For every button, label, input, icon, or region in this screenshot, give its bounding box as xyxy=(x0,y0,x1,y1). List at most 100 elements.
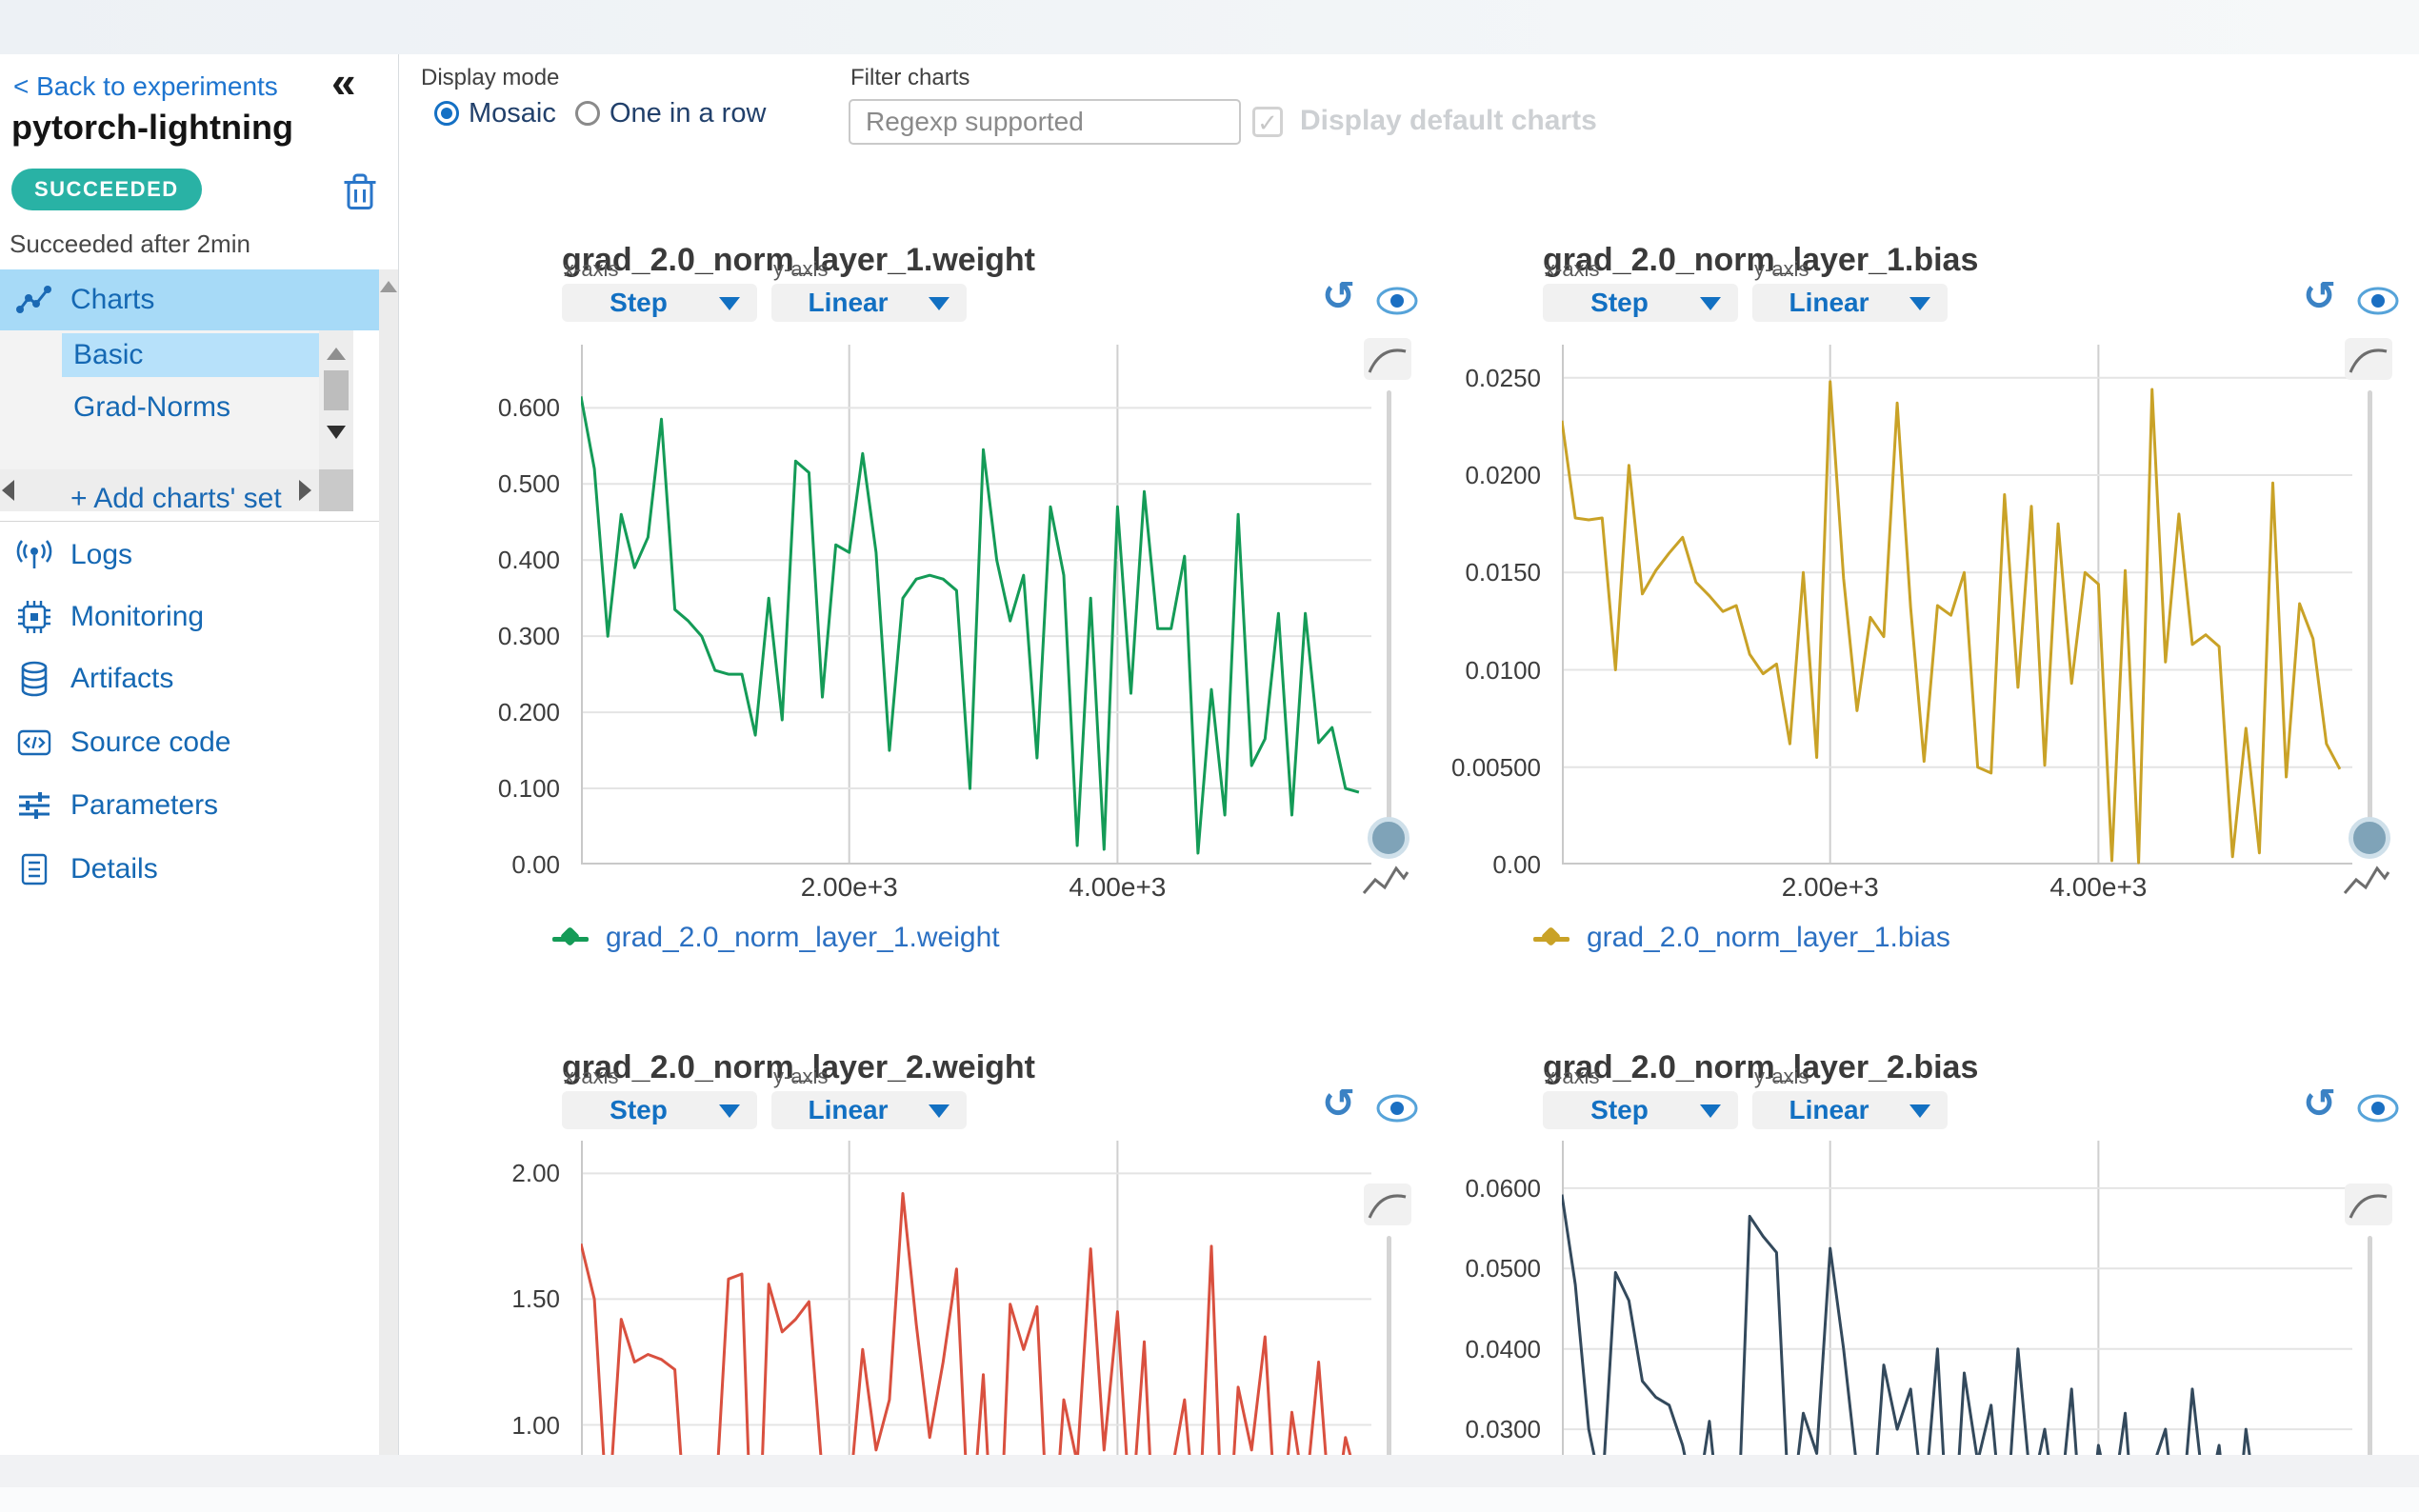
y-axis-dropdown[interactable]: Linear xyxy=(1752,1091,1948,1129)
sliders-icon xyxy=(15,786,53,825)
sidebar-scrollbar[interactable] xyxy=(379,269,398,1455)
smoothing-slider[interactable] xyxy=(2368,1236,2372,1512)
scroll-up-icon[interactable] xyxy=(327,348,346,360)
chart-plot[interactable] xyxy=(581,345,1371,865)
chevron-down-icon xyxy=(929,297,950,310)
sidebar-item-logs[interactable]: Logs xyxy=(0,528,379,584)
chevron-down-icon xyxy=(1909,1104,1930,1118)
scroll-down-icon[interactable] xyxy=(327,426,346,439)
eye-icon[interactable] xyxy=(2356,284,2400,318)
legend-label[interactable]: grad_2.0_norm_layer_1.bias xyxy=(1587,922,1950,953)
chart-plot[interactable] xyxy=(1562,345,2352,865)
reset-zoom-icon[interactable]: ↺ xyxy=(2303,273,2337,318)
sidebar-item-label: Details xyxy=(70,853,158,885)
scroll-left-icon[interactable] xyxy=(2,480,14,501)
y-axis-label: y-axis xyxy=(773,1064,829,1088)
sidebar-item-parameters[interactable]: Parameters xyxy=(0,779,379,834)
sidebar-item-source-code[interactable]: Source code xyxy=(0,716,379,771)
y-axis-dropdown[interactable]: Linear xyxy=(1752,284,1948,322)
chart-card: grad_2.0_norm_layer_1.weight x-axis Step… xyxy=(438,200,1448,976)
sidebar-item-details[interactable]: Details xyxy=(0,843,379,898)
x-axis-label: x-axis xyxy=(564,1064,619,1088)
smoothing-curve-icon[interactable] xyxy=(1364,338,1411,380)
legend-marker-diamond xyxy=(559,925,581,947)
reset-zoom-icon[interactable]: ↺ xyxy=(2303,1081,2337,1125)
scrollbar-thumb[interactable] xyxy=(324,370,349,410)
eye-icon[interactable] xyxy=(1375,1091,1419,1125)
eye-icon[interactable] xyxy=(2356,1091,2400,1125)
charts-set-scrollbar-vertical[interactable] xyxy=(319,330,353,473)
chevron-down-icon xyxy=(719,297,740,310)
y-tick-labels: 0.0600 0.0500 0.0400 0.0300 xyxy=(1465,1173,1541,1444)
y-tick-labels: 0.600 0.500 0.400 0.300 0.200 0.100 0.00 xyxy=(497,393,560,879)
y-axis-dropdown[interactable]: Linear xyxy=(771,284,967,322)
scroll-up-icon[interactable] xyxy=(380,281,397,292)
scroll-right-icon[interactable] xyxy=(299,480,311,501)
smoothing-slider[interactable] xyxy=(1387,1236,1391,1512)
collapse-sidebar-icon[interactable]: « xyxy=(331,57,356,107)
x-axis-dropdown[interactable]: Step xyxy=(562,1091,757,1129)
reset-zoom-icon[interactable]: ↺ xyxy=(1322,273,1356,318)
radio-mosaic[interactable] xyxy=(434,101,459,126)
raw-data-icon[interactable] xyxy=(2341,859,2392,903)
x-tick-labels: 2.00e+3 4.00e+3 xyxy=(800,872,1167,902)
code-icon xyxy=(15,724,53,762)
radio-one-in-a-row-label[interactable]: One in a row xyxy=(610,98,767,129)
chevron-down-icon xyxy=(719,1104,740,1118)
chart-card: grad_2.0_norm_layer_2.bias x-axis Step y… xyxy=(1419,1007,2419,1512)
chart-title: grad_2.0_norm_layer_1.bias xyxy=(1543,242,1979,278)
smoothing-curve-icon[interactable] xyxy=(2345,338,2392,380)
status-detail: Succeeded after 2min xyxy=(10,229,250,258)
charts-set-grad-norms[interactable]: Grad-Norms xyxy=(62,386,319,429)
chevron-down-icon xyxy=(1700,297,1721,310)
sidebar-item-label: Parameters xyxy=(70,789,219,821)
radio-one-in-a-row[interactable] xyxy=(575,101,600,126)
eye-icon[interactable] xyxy=(1375,284,1419,318)
smoothing-slider[interactable] xyxy=(2368,390,2372,834)
raw-data-icon[interactable] xyxy=(1360,859,1411,903)
chart-title: grad_2.0_norm_layer_1.weight xyxy=(562,242,1036,278)
antenna-icon xyxy=(15,536,53,574)
sidebar-item-monitoring[interactable]: Monitoring xyxy=(0,590,379,646)
x-axis-dropdown[interactable]: Step xyxy=(562,284,757,322)
reset-zoom-icon[interactable]: ↺ xyxy=(1322,1081,1356,1125)
chart-card: grad_2.0_norm_layer_2.weight x-axis Step… xyxy=(438,1007,1448,1512)
chart-plot[interactable] xyxy=(1562,1141,2352,1456)
display-default-charts-checkbox[interactable]: ✓ xyxy=(1252,107,1283,137)
document-icon xyxy=(15,850,53,888)
chart-title: grad_2.0_norm_layer_2.bias xyxy=(1543,1049,1979,1085)
delete-experiment-icon[interactable] xyxy=(343,172,377,212)
x-axis-dropdown[interactable]: Step xyxy=(1543,1091,1738,1129)
charts-set-label: Grad-Norms xyxy=(73,391,231,423)
add-charts-set-button[interactable]: + Add charts' set xyxy=(70,483,282,514)
legend-marker-diamond xyxy=(1540,925,1562,947)
x-axis-label: x-axis xyxy=(564,257,619,281)
chart-title: grad_2.0_norm_layer_2.weight xyxy=(562,1049,1036,1085)
smoothing-slider-knob[interactable] xyxy=(1368,817,1409,859)
sidebar-item-label: Logs xyxy=(70,539,133,570)
charts-set-scrollbar-horizontal[interactable] xyxy=(0,469,319,511)
smoothing-curve-icon[interactable] xyxy=(2345,1184,2392,1225)
sidebar-item-charts[interactable]: Charts xyxy=(0,269,379,330)
sidebar-item-artifacts[interactable]: Artifacts xyxy=(0,652,379,707)
smoothing-curve-icon[interactable] xyxy=(1364,1184,1411,1225)
status-badge: SUCCEEDED xyxy=(11,169,202,210)
x-axis-dropdown[interactable]: Step xyxy=(1543,284,1738,322)
divider xyxy=(0,521,379,522)
chart-plot[interactable] xyxy=(581,1141,1371,1456)
filter-charts-input[interactable] xyxy=(849,99,1241,145)
legend-label[interactable]: grad_2.0_norm_layer_1.weight xyxy=(606,922,1000,953)
charts-set-basic[interactable]: Basic xyxy=(62,333,319,377)
y-axis-dropdown[interactable]: Linear xyxy=(771,1091,967,1129)
sidebar-item-label: Source code xyxy=(70,726,231,758)
smoothing-slider[interactable] xyxy=(1387,390,1391,834)
back-to-experiments-link[interactable]: < Back to experiments xyxy=(13,71,278,101)
line-chart-icon xyxy=(15,281,53,319)
smoothing-slider-knob[interactable] xyxy=(2349,817,2390,859)
top-strip xyxy=(0,0,2419,54)
radio-mosaic-label[interactable]: Mosaic xyxy=(469,98,556,129)
chip-icon xyxy=(15,598,53,636)
sidebar-item-label: Artifacts xyxy=(70,663,174,694)
bottom-strip xyxy=(0,1455,2419,1487)
